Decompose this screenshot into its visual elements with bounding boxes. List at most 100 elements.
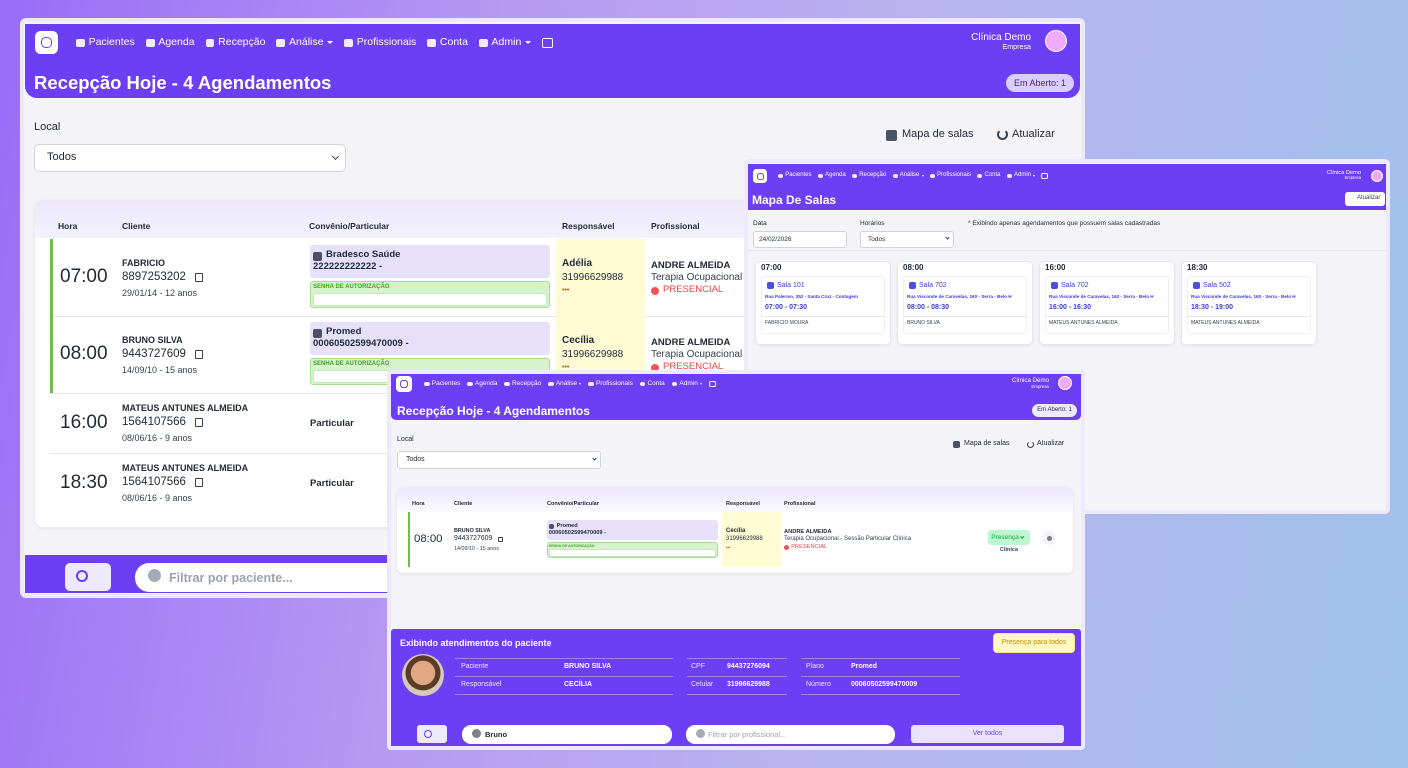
room-card [755, 261, 891, 345]
rooms-refresh-text: Atualizar [1357, 195, 1381, 202]
copy-icon[interactable] [195, 418, 203, 427]
icon [1046, 535, 1052, 541]
nav-icon [852, 173, 858, 179]
responsible-dots: ••• [562, 287, 570, 295]
logout-icon[interactable] [542, 38, 553, 48]
local-label: Local [397, 435, 414, 443]
rooms-header [748, 164, 1386, 210]
field-label: Celular [691, 680, 714, 688]
local-select[interactable] [34, 144, 346, 172]
nav-label: Conta [647, 379, 665, 387]
rooms-refresh[interactable] [1345, 192, 1385, 206]
nav-item[interactable]: Agenda [145, 36, 195, 50]
nav-item[interactable]: Pacientes [424, 380, 460, 388]
auth-input[interactable] [548, 548, 717, 557]
plan-number: 222222222222 - [313, 261, 383, 273]
nav-item[interactable]: Recepção [852, 172, 886, 180]
nav-label: Profissionais [936, 172, 971, 179]
nav-menu: Pacientes Agenda Recepção Análise Profission… [778, 172, 1049, 180]
card-separator [903, 316, 1027, 317]
auth-input[interactable] [313, 293, 547, 306]
local-select[interactable] [397, 451, 601, 469]
logo [753, 169, 767, 183]
copy-icon[interactable] [195, 478, 203, 487]
hours-select[interactable] [860, 231, 954, 248]
nav-label: Pacientes [785, 172, 812, 179]
logout-icon[interactable] [1041, 172, 1049, 180]
field-value: BRUNO SILVA [564, 662, 612, 670]
nav-item[interactable]: Admin [478, 36, 531, 50]
plan-number: 00060502599470009 - [313, 338, 409, 350]
nav-label: Profissionais [356, 36, 417, 49]
nav-item[interactable]: Admin [1006, 172, 1036, 180]
nav-item[interactable]: Análise [548, 380, 582, 388]
nav-item[interactable]: Admin [671, 380, 703, 388]
status-button[interactable] [988, 530, 1030, 545]
nav-icon [778, 173, 784, 179]
professional-filter[interactable] [686, 725, 895, 744]
card-separator [1187, 316, 1311, 317]
view-all-button[interactable] [911, 725, 1064, 743]
client-code: 9443727609 [122, 347, 186, 360]
nav-item[interactable]: Agenda [817, 172, 846, 180]
copy-icon[interactable] [195, 272, 203, 282]
plan-number: 00060502599470009 - [548, 529, 607, 536]
card-patient: BRUNO SILVA [907, 320, 940, 326]
nav-item[interactable]: Análise [892, 172, 924, 180]
copy-icon[interactable] [195, 349, 203, 359]
nav-icon [504, 381, 510, 387]
nav-item[interactable]: Profissionais [588, 380, 633, 388]
nav-item[interactable]: Profissionais [929, 172, 971, 180]
nav-item[interactable]: Agenda [467, 380, 497, 388]
attendance-mode: PRESENCIAL [663, 284, 724, 296]
clock-button[interactable] [65, 563, 111, 591]
card-room: Sala 702 [919, 281, 947, 289]
clock-button[interactable] [417, 725, 447, 743]
copy-icon[interactable] [497, 536, 503, 542]
responsible-name: Cecília [562, 334, 595, 346]
client-birth: 29/01/14 - 12 anos [122, 287, 198, 298]
nav-item[interactable]: Pacientes [778, 172, 812, 180]
present-all-button[interactable] [993, 633, 1075, 653]
hours-label: Horários [860, 220, 885, 228]
nav-item[interactable]: Recepção [205, 36, 266, 50]
nav-label: Recepção [218, 36, 266, 49]
field-line [801, 658, 960, 659]
card-range: 07:00 - 07:30 [765, 303, 808, 311]
logout-icon[interactable] [708, 380, 717, 388]
nav-item[interactable]: Recepção [504, 380, 541, 388]
client-name: MATEUS ANTUNES ALMEIDA [122, 463, 249, 474]
nav-item[interactable]: Conta [977, 172, 1001, 180]
nav-item[interactable]: Conta [639, 379, 665, 388]
field-label: Número [806, 680, 831, 688]
avatar[interactable] [1058, 376, 1072, 390]
patient-search[interactable] [462, 725, 672, 744]
nav-icon [145, 39, 155, 47]
responsible-name: Cecília [726, 527, 746, 534]
nav-label: Análise [899, 172, 920, 179]
clinic-name: Clínica Demo [1012, 377, 1049, 385]
icon [472, 729, 481, 738]
icon [313, 328, 322, 338]
nav-item[interactable]: Pacientes [76, 36, 135, 50]
page-title: Recepção Hoje - 4 Agendamentos [34, 71, 332, 93]
open-badge-text: Em Aberto: 1 [1037, 406, 1072, 413]
nav-item[interactable]: Conta [427, 36, 468, 50]
date-input[interactable] [753, 231, 847, 248]
field-line [687, 676, 787, 677]
responsible-dots: ••• [726, 545, 731, 551]
caret [579, 382, 582, 385]
plan-name: Particular [310, 418, 354, 430]
card-inner [1045, 276, 1169, 334]
column-header: Hora [412, 500, 425, 507]
local-label: Local [34, 121, 61, 134]
avatar[interactable] [1371, 170, 1383, 182]
card-time: 18:30 [1187, 263, 1208, 273]
page-title: Recepção Hoje - 4 Agendamentos [397, 403, 590, 418]
avatar[interactable] [1045, 30, 1067, 52]
nav-item[interactable]: Profissionais [344, 36, 416, 50]
card-patient: FABRICIO MOURA [765, 320, 809, 326]
nav-item[interactable]: Análise [276, 36, 334, 50]
